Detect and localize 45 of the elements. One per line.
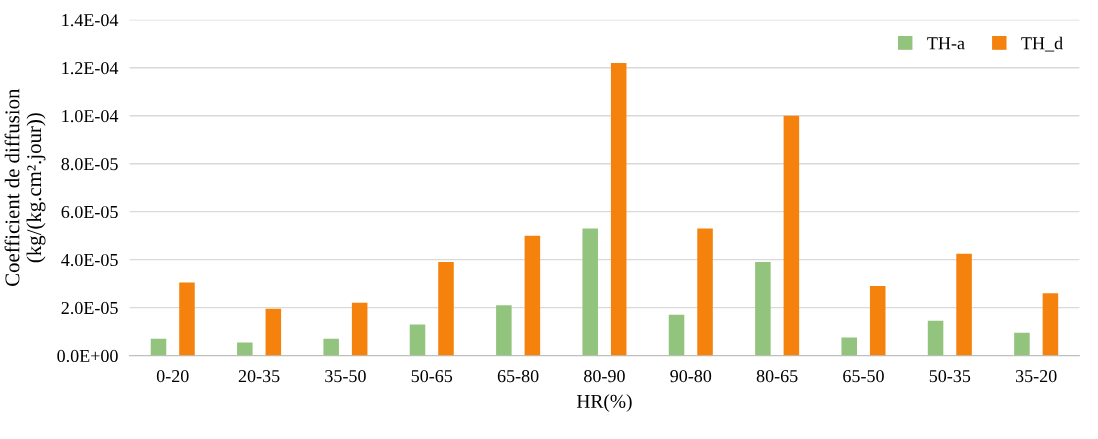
x-tick-label: 20-35 — [238, 370, 280, 383]
y-tick-label: 8.0E-05 — [61, 157, 118, 171]
bar — [927, 320, 944, 356]
bar — [179, 282, 195, 356]
y-tick-label: 0.0E+00 — [57, 349, 118, 363]
x-tick-label: 50-35 — [929, 370, 971, 383]
bar — [610, 62, 627, 356]
bar — [265, 308, 282, 356]
bar — [323, 338, 339, 356]
x-tick-label: 80-90 — [584, 370, 625, 383]
x-tick-label: 80-65 — [756, 370, 798, 383]
x-tick-label: 90-80 — [670, 370, 712, 383]
bar — [582, 228, 598, 356]
bar — [1042, 293, 1059, 356]
x-tick-label: 65-80 — [497, 370, 539, 383]
bar — [438, 262, 454, 356]
bar — [496, 305, 512, 356]
bar — [237, 342, 253, 356]
x-tick-label: 50-65 — [411, 370, 453, 383]
y-tick-label: 4.0E-05 — [61, 253, 118, 267]
y-tick-label: 6.0E-05 — [61, 205, 118, 219]
bar — [755, 262, 771, 356]
bar — [869, 286, 886, 356]
bar — [150, 338, 167, 356]
legend-label: TH-a — [927, 37, 965, 50]
x-tick-label: 35-20 — [1015, 370, 1057, 383]
bar — [668, 314, 685, 356]
x-tick-label: 0-20 — [156, 370, 189, 383]
y-axis-title: Coefficient de diffusion (kg/(kg.cm².jour)) — [4, 88, 46, 286]
bar — [409, 324, 426, 356]
bar — [783, 115, 800, 356]
bar — [1014, 332, 1030, 356]
y-tick-label: 2.0E-05 — [61, 301, 118, 315]
x-axis-title: HR(%) — [576, 394, 632, 412]
bar — [524, 235, 541, 356]
bar — [956, 253, 972, 356]
bar — [697, 228, 713, 356]
legend-label: TH_d — [1021, 36, 1063, 52]
y-tick-label: 1.2E-04 — [62, 61, 119, 75]
y-tick-label: 1.0E-04 — [62, 109, 119, 123]
bar — [351, 302, 368, 356]
bar — [841, 337, 857, 356]
y-tick-label: 1.4E-04 — [62, 14, 119, 27]
x-tick-label: 65-50 — [843, 370, 884, 383]
x-tick-label: 35-50 — [325, 370, 366, 383]
